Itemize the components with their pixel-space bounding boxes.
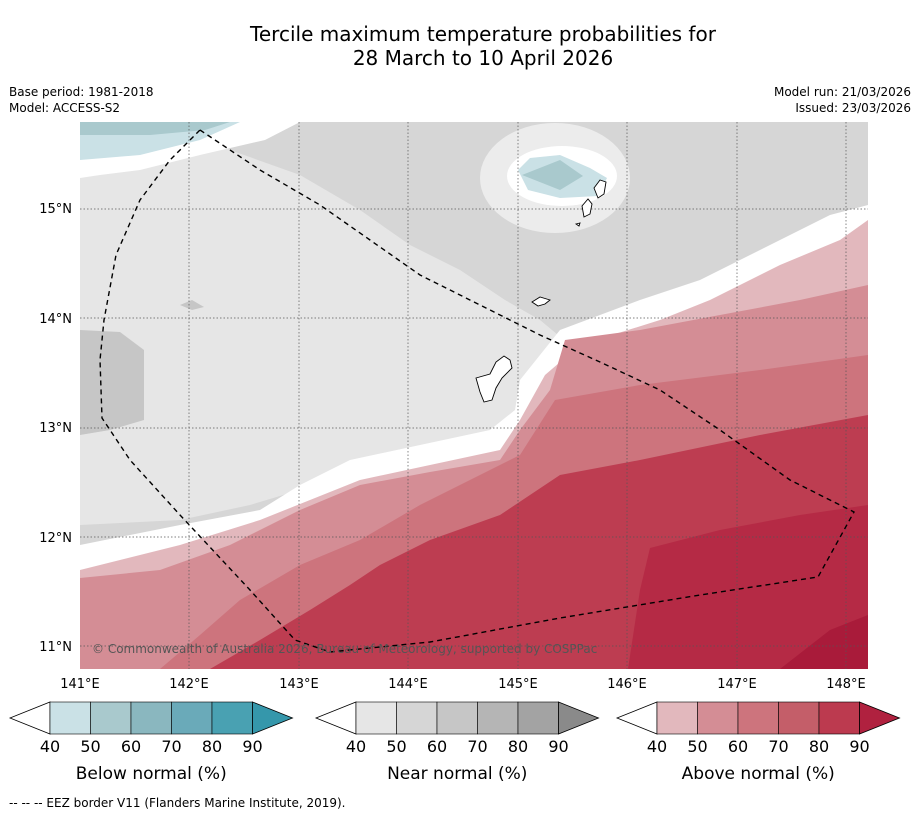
near-normal-40-region xyxy=(80,130,570,525)
island-saipan xyxy=(593,179,607,199)
model-name: Model: ACCESS-S2 xyxy=(9,101,121,115)
above-normal-colorbar: 40 50 60 70 80 90 Above normal (%) xyxy=(615,701,901,784)
title-line-2: 28 March to 10 April 2026 xyxy=(352,46,614,70)
near-normal-colorbar-tick: 70 xyxy=(467,737,487,756)
island-aguijan xyxy=(574,222,581,227)
island-guam xyxy=(475,355,513,403)
near-normal-colorbar-min-extension xyxy=(314,701,357,735)
above-normal-colorbar-label: Above normal (%) xyxy=(682,764,835,784)
near-normal-colorbar-tick: 90 xyxy=(548,737,568,756)
lon-label-144: 144°E xyxy=(388,677,428,692)
title-line-1: Tercile maximum temperature probabilitie… xyxy=(250,22,716,46)
near-normal-colorbar-tick: 50 xyxy=(386,737,406,756)
below-normal-colorbar-tick: 80 xyxy=(202,737,222,756)
lat-label-14: 14°N xyxy=(39,312,72,327)
meta-left: Base period: 1981-2018 Model: ACCESS-S2 xyxy=(9,84,154,116)
near-normal-colorbar: 40 50 60 70 80 90 Near normal (%) xyxy=(314,701,600,784)
below-normal-colorbar-segment xyxy=(90,701,132,735)
below-normal-colorbar-tick: 90 xyxy=(242,737,262,756)
above-normal-colorbar-segment xyxy=(778,701,820,735)
near-normal-60-patch xyxy=(80,330,144,435)
above-normal-colorbar-tick: 70 xyxy=(768,737,788,756)
near-normal-40-strip xyxy=(80,165,330,230)
near-normal-colorbar-segment xyxy=(477,701,519,735)
lon-label-148: 148°E xyxy=(826,677,866,692)
below-normal-50-topleft xyxy=(80,122,230,135)
map-title: Tercile maximum temperature probabilitie… xyxy=(0,22,919,70)
lon-label-142: 142°E xyxy=(169,677,209,692)
below-normal-50-patch xyxy=(522,160,583,190)
near-normal-colorbar-segment xyxy=(396,701,438,735)
meta-right: Model run: 21/03/2026 Issued: 23/03/2026 xyxy=(774,84,911,116)
above-normal-colorbar-tick: 40 xyxy=(647,737,667,756)
below-normal-colorbar-segment xyxy=(130,701,172,735)
lat-label-12: 12°N xyxy=(39,531,72,546)
eez-border xyxy=(99,129,855,653)
island-tinian xyxy=(581,198,593,218)
below-normal-colorbar-segment xyxy=(211,701,253,735)
near-normal-colorbar-segment xyxy=(355,701,397,735)
near-normal-60-speck xyxy=(180,300,204,310)
above-normal-colorbar-tick: 80 xyxy=(809,737,829,756)
lon-label-141: 141°E xyxy=(60,677,100,692)
lat-label-13: 13°N xyxy=(39,421,72,436)
probability-field: © Commonwealth of Australia 2026, Bureau… xyxy=(80,122,868,669)
base-period: Base period: 1981-2018 xyxy=(9,85,154,99)
eez-footnote: -- -- -- EEZ border V11 (Flanders Marine… xyxy=(9,796,346,810)
near-normal-colorbar-max-extension xyxy=(558,701,600,735)
above-normal-colorbar-segment xyxy=(656,701,698,735)
below-normal-colorbar-tick: 60 xyxy=(121,737,141,756)
below-normal-colorbar-segment xyxy=(171,701,213,735)
above-normal-colorbar-tick: 50 xyxy=(687,737,707,756)
model-run: Model run: 21/03/2026 xyxy=(773,85,911,99)
above-normal-colorbar-tick: 90 xyxy=(849,737,869,756)
below-normal-colorbar-segment xyxy=(49,701,91,735)
lat-label-15: 15°N xyxy=(39,202,72,217)
issued-date: Issued: 23/03/2026 xyxy=(795,101,911,115)
lon-label-143: 143°E xyxy=(279,677,319,692)
lon-label-145: 145°E xyxy=(498,677,538,692)
above-normal-colorbar-segment xyxy=(697,701,739,735)
near-normal-colorbar-segment xyxy=(436,701,478,735)
copyright-text: © Commonwealth of Australia 2026, Bureau… xyxy=(92,642,597,656)
above-normal-colorbar-min-extension xyxy=(615,701,658,735)
near-normal-colorbar-tick: 40 xyxy=(346,737,366,756)
lon-label-147: 147°E xyxy=(717,677,757,692)
near-normal-colorbar-tick: 60 xyxy=(427,737,447,756)
near-normal-colorbar-tick: 80 xyxy=(508,737,528,756)
colorbars: 40 50 60 70 80 90 Below normal (%) 40 50 60 70 80 90… xyxy=(8,701,901,784)
islands xyxy=(475,179,607,403)
above-normal-colorbar-segment xyxy=(737,701,779,735)
latitude-labels: 15°N 14°N 13°N 12°N 11°N xyxy=(39,202,72,655)
below-normal-colorbar-min-extension xyxy=(8,701,51,735)
above-normal-colorbar-tick: 60 xyxy=(728,737,748,756)
island-rota xyxy=(531,296,551,307)
below-normal-colorbar-tick: 50 xyxy=(80,737,100,756)
below-normal-colorbar-label: Below normal (%) xyxy=(76,764,227,784)
below-normal-colorbar: 40 50 60 70 80 90 Below normal (%) xyxy=(8,701,294,784)
lon-label-146: 146°E xyxy=(607,677,647,692)
lat-label-11: 11°N xyxy=(39,640,72,655)
below-normal-colorbar-tick: 40 xyxy=(40,737,60,756)
near-normal-colorbar-label: Near normal (%) xyxy=(387,764,527,784)
below-normal-colorbar-tick: 70 xyxy=(161,737,181,756)
graticule xyxy=(80,122,868,669)
above-normal-colorbar-max-extension xyxy=(859,701,901,735)
longitude-labels: 141°E 142°E 143°E 144°E 145°E 146°E 147°… xyxy=(60,677,866,692)
near-normal-colorbar-segment xyxy=(517,701,559,735)
above-normal-colorbar-segment xyxy=(818,701,860,735)
below-normal-colorbar-max-extension xyxy=(252,701,294,735)
